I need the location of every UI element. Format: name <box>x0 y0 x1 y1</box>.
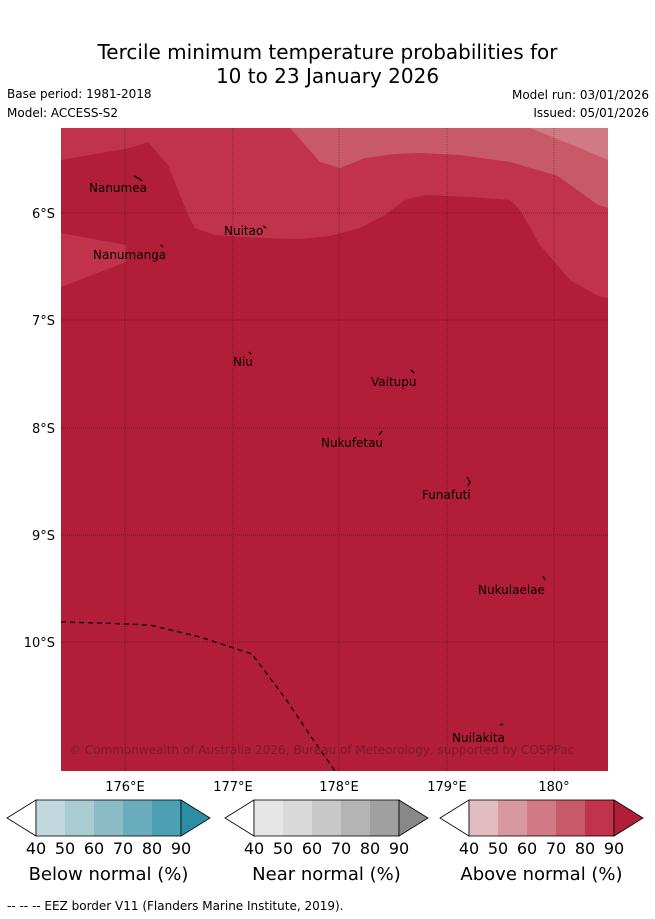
model-name: Model: ACCESS-S2 <box>7 106 119 120</box>
region-above-80 <box>61 128 608 298</box>
place-label: Nuilakita <box>452 731 505 745</box>
colorbar-title: Below normal (%) <box>29 864 189 885</box>
island-nukufetau <box>378 430 383 436</box>
colorbar-tick-label: 60 <box>84 839 104 858</box>
colorbar-tick-label: 50 <box>55 839 75 858</box>
lat-label: 10°S <box>24 636 55 651</box>
colorbar-tick-label: 50 <box>273 839 293 858</box>
place-label: Nuitao <box>224 224 263 238</box>
colorbar-swatch <box>556 800 585 836</box>
colorbar-swatch <box>65 800 94 836</box>
base-period: Base period: 1981-2018 <box>7 87 152 101</box>
region-above-60 <box>530 128 608 160</box>
colorbar-swatch <box>439 799 470 837</box>
lat-label: 8°S <box>32 422 55 437</box>
colorbar-tick-label: 90 <box>171 839 191 858</box>
colorbar-tick-label: 60 <box>517 839 537 858</box>
probability-map <box>61 128 608 771</box>
colorbar-tick-label: 40 <box>26 839 46 858</box>
island-niu <box>248 351 252 355</box>
colorbar-swatch <box>152 800 181 836</box>
island-marks <box>133 175 546 726</box>
title-line-2: 10 to 23 January 2026 <box>215 64 440 88</box>
lat-label: 6°S <box>32 207 55 222</box>
colorbar-below: 40 50 60 70 80 90 Below normal (%) <box>6 799 211 885</box>
colorbar-swatch <box>469 800 498 836</box>
colorbar-tick-label: 70 <box>546 839 566 858</box>
lon-label: 177°E <box>213 780 253 795</box>
colorbar-title: Near normal (%) <box>252 864 401 885</box>
colorbar-swatch <box>498 800 527 836</box>
colorbar-swatch <box>312 800 341 836</box>
colorbar-swatch <box>94 800 123 836</box>
model-run: Model run: 03/01/2026 <box>511 88 649 102</box>
island-nanumea <box>133 175 143 182</box>
lon-label: 180° <box>538 780 569 795</box>
colorbar-title: Above normal (%) <box>460 864 622 885</box>
region-above-80-west <box>61 233 126 287</box>
island-funafuti <box>466 476 471 487</box>
place-label: Nanumea <box>89 181 147 195</box>
colorbar-swatch <box>283 800 312 836</box>
island-nukulaelae <box>542 575 546 581</box>
place-label: Funafuti <box>422 488 471 502</box>
eez-border-line <box>60 621 336 772</box>
place-label: Vaitupu <box>371 375 417 389</box>
colorbar-tick-label: 70 <box>331 839 351 858</box>
copyright-notice: © Commonwealth of Australia 2026, Bureau… <box>69 743 574 757</box>
colorbar-tick-label: 50 <box>488 839 508 858</box>
issued-date: Issued: 05/01/2026 <box>533 106 649 120</box>
colorbar-tick-label: 40 <box>244 839 264 858</box>
island-nuitao <box>262 225 267 229</box>
island-nanumanga <box>160 244 164 248</box>
colorbar-swatch <box>36 800 65 836</box>
island-vaitupu <box>410 369 415 374</box>
eez-footnote: -- -- -- EEZ border V11 (Flanders Marine… <box>7 899 344 913</box>
lon-label: 176°E <box>105 780 145 795</box>
colorbar-tick-label: 40 <box>459 839 479 858</box>
colorbar-tick-label: 80 <box>360 839 380 858</box>
colorbar-tick-label: 70 <box>113 839 133 858</box>
colorbar-near: 40 50 60 70 80 90 Near normal (%) <box>224 799 429 885</box>
colorbar-tick-label: 90 <box>389 839 409 858</box>
colorbar-swatch <box>585 800 614 836</box>
island-nuilakita <box>499 723 504 726</box>
colorbar-swatch <box>6 799 37 837</box>
lon-label: 179°E <box>427 780 467 795</box>
place-label: Nanumanga <box>93 248 166 262</box>
colorbar-swatch <box>613 799 644 837</box>
colorbar-tick-label: 80 <box>575 839 595 858</box>
colorbar-tick-label: 80 <box>142 839 162 858</box>
colorbar-swatch <box>398 799 429 837</box>
colorbar-legends: 40 50 60 70 80 90 Below normal (%) 40 50 60 70 80 90… <box>6 799 644 885</box>
region-above-70 <box>290 128 608 208</box>
place-label: Nukulaelae <box>478 583 545 597</box>
colorbar-swatch <box>527 800 556 836</box>
lat-label: 9°S <box>32 529 55 544</box>
longitude-labels: 176°E 177°E 178°E 179°E 180° <box>105 780 569 795</box>
map-title: Tercile minimum temperature probabilitie… <box>0 40 655 88</box>
lat-label: 7°S <box>32 314 55 329</box>
region-above-90 <box>61 128 608 771</box>
colorbar-swatch <box>254 800 283 836</box>
title-line-1: Tercile minimum temperature probabilitie… <box>97 40 558 64</box>
latitude-labels: 6°S 7°S 8°S 9°S 10°S <box>24 207 55 651</box>
colorbar-swatch <box>123 800 152 836</box>
colorbar-swatch <box>180 799 211 837</box>
colorbar-swatch <box>224 799 255 837</box>
colorbar-swatch <box>341 800 370 836</box>
colorbar-above: 40 50 60 70 80 90 Above normal (%) <box>439 799 644 885</box>
place-label: Niu <box>233 355 253 369</box>
colorbar-tick-label: 90 <box>604 839 624 858</box>
colorbar-tick-label: 60 <box>302 839 322 858</box>
lon-label: 178°E <box>319 780 359 795</box>
place-labels: Nanumea Nuitao Nanumanga Niu Vaitupu Nuk… <box>89 181 545 745</box>
place-label: Nukufetau <box>321 436 383 450</box>
colorbar-swatch <box>370 800 399 836</box>
